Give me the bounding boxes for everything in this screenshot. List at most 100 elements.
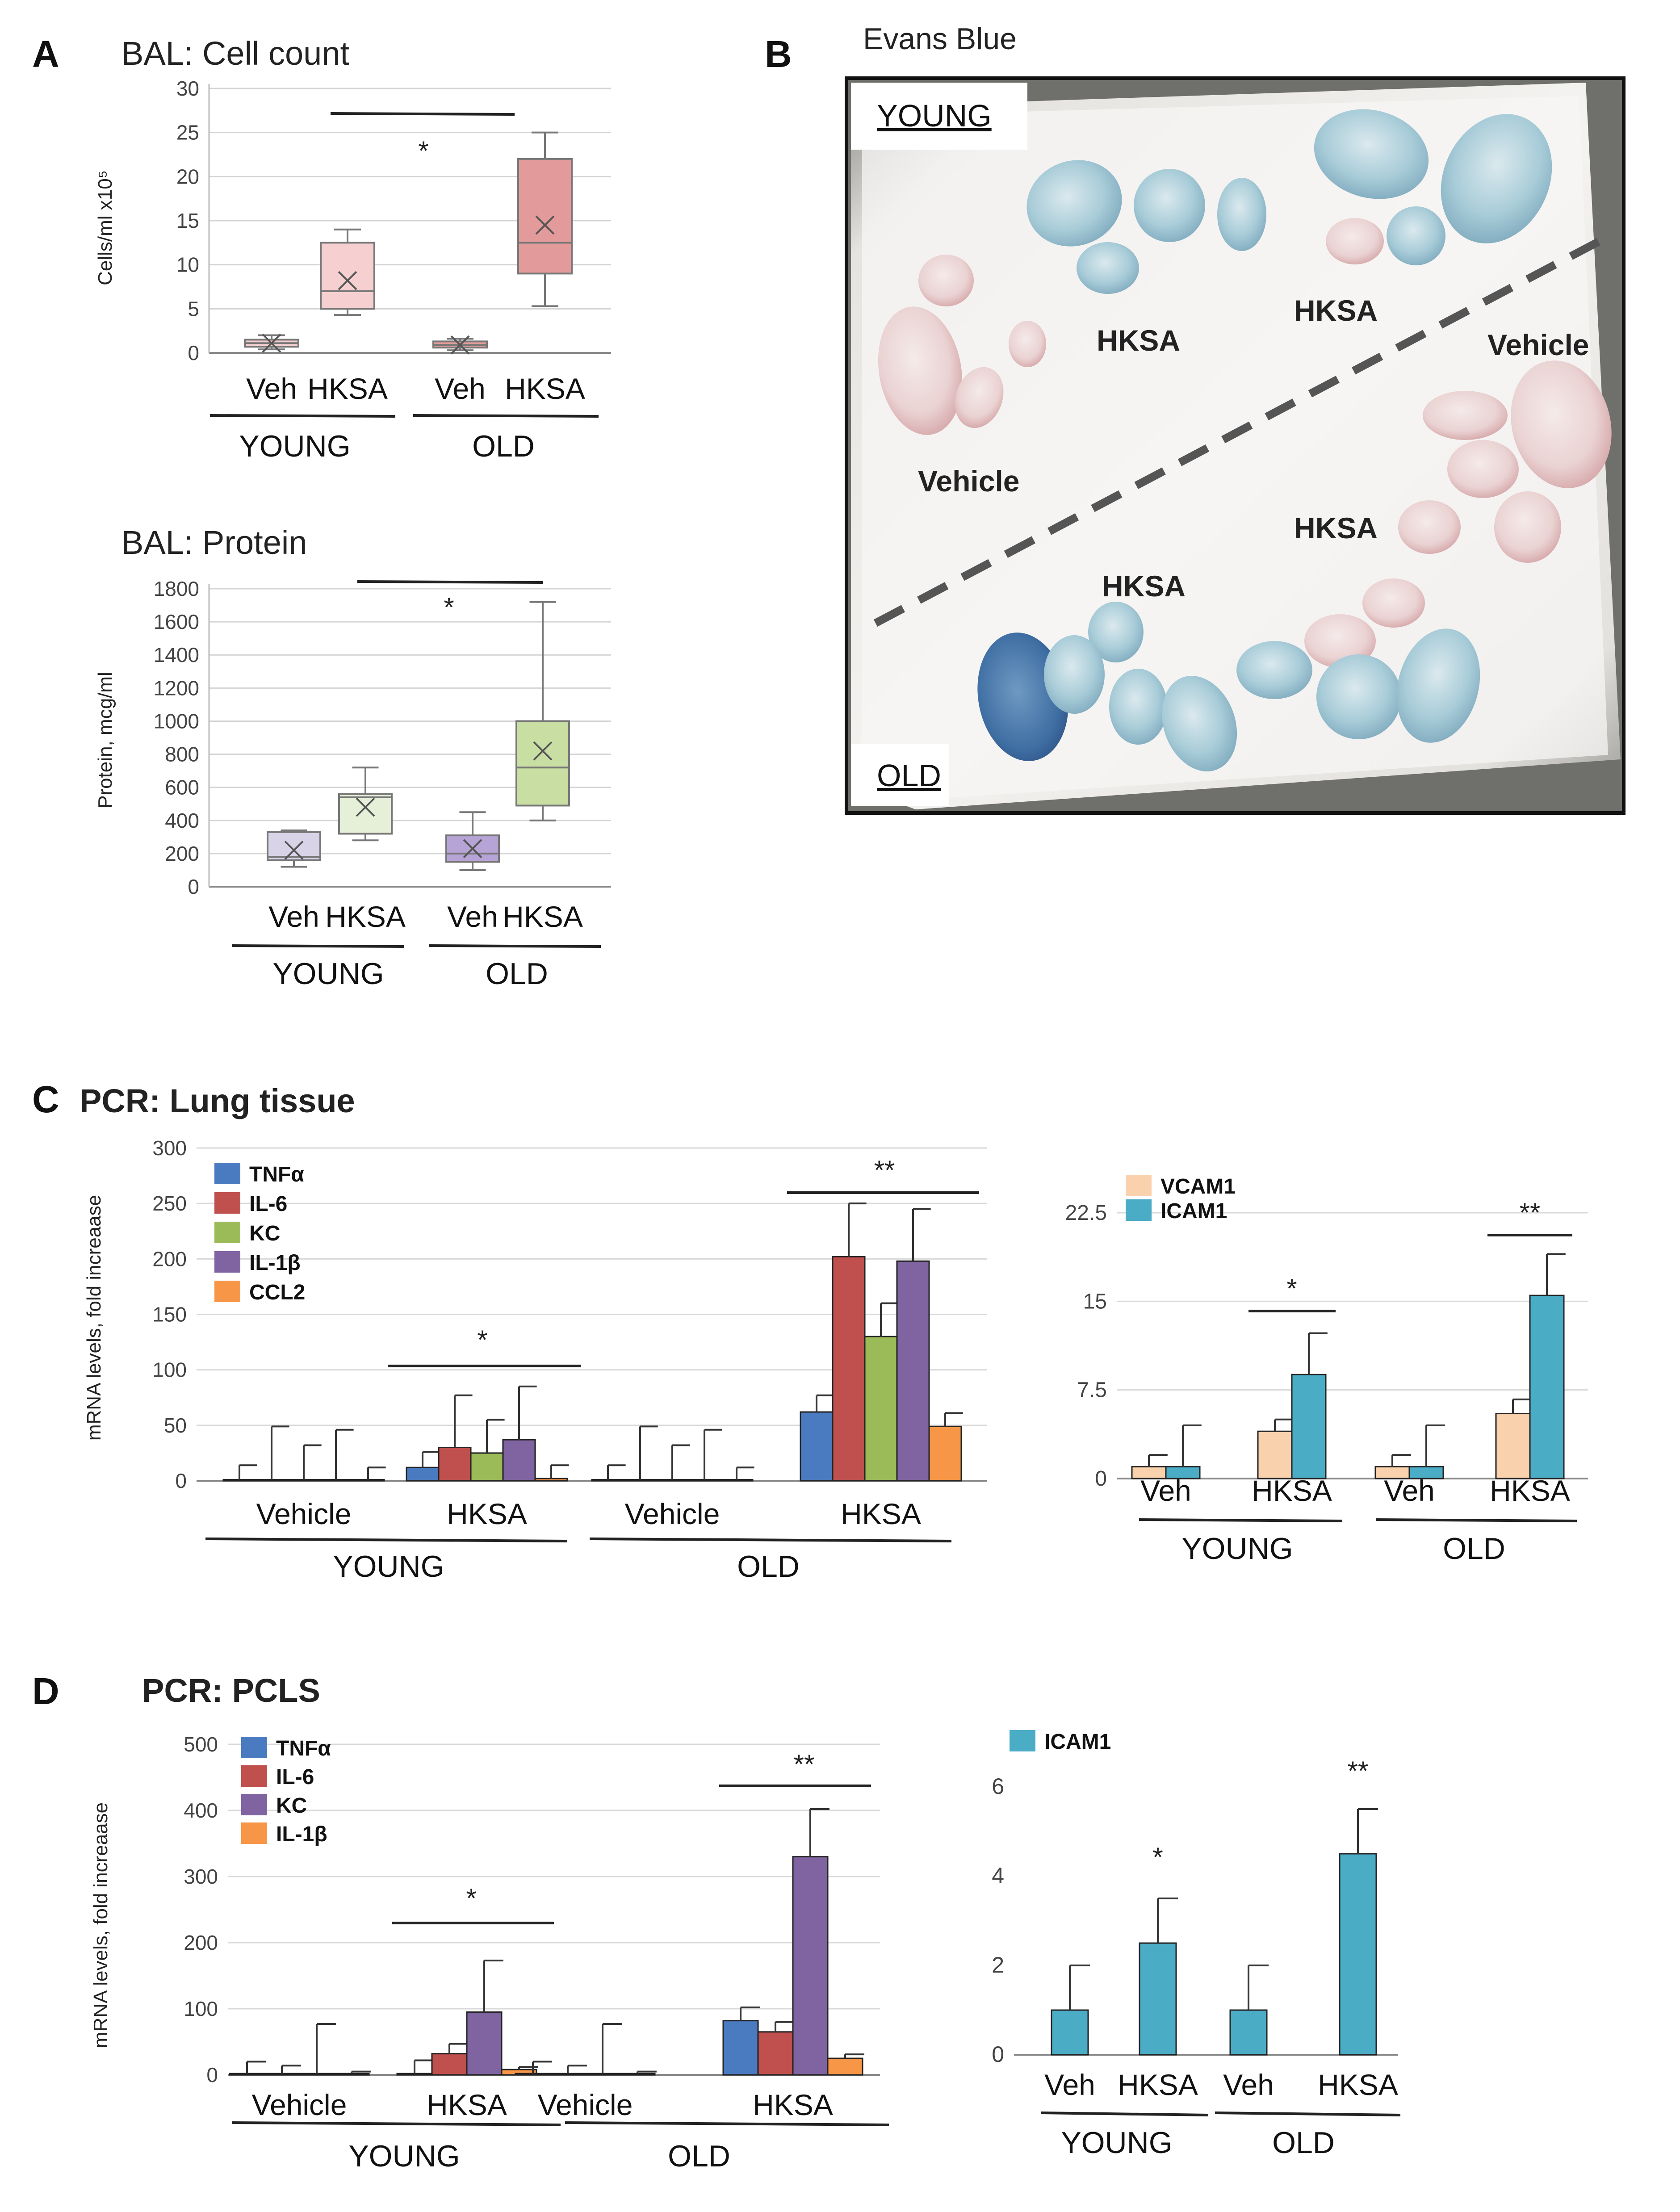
panel-letter-c: C (32, 1078, 59, 1120)
legend-swatch (241, 1737, 267, 1758)
pcr-lung-title: PCR: Lung tissue (80, 1082, 355, 1119)
bar (515, 2073, 551, 2076)
y-tick-label: 400 (184, 1799, 218, 1822)
bar (1495, 1413, 1531, 1479)
group-underline-young (209, 414, 396, 418)
y-tick-label: 7.5 (1077, 1378, 1107, 1402)
y-tick-label: 25 (176, 121, 199, 144)
bar (406, 1466, 440, 1482)
bar (470, 1452, 504, 1482)
pcls-icam-group-old: OLD (1272, 2126, 1335, 2160)
legend-swatch (214, 1192, 240, 1214)
bar (896, 1260, 930, 1482)
bar (264, 2073, 300, 2076)
bar (722, 2020, 759, 2076)
y-tick-label: 0 (188, 875, 199, 898)
x-category-label: Veh (1140, 1474, 1191, 1507)
x-category-label: HKSA (841, 1497, 921, 1530)
y-tick-label: 150 (152, 1303, 187, 1326)
pcr-lung-group-old: OLD (737, 1550, 800, 1584)
legend-swatch (1126, 1199, 1152, 1221)
y-tick-label: 4 (992, 1863, 1004, 1888)
y-tick-label: 5 (188, 297, 199, 320)
bar (1139, 1942, 1177, 2056)
x-category-label: Veh (268, 900, 319, 933)
box-iqr (515, 720, 570, 807)
y-tick-label: 0 (206, 2063, 218, 2086)
x-category-label: Veh (447, 900, 498, 933)
x-category-label: HKSA (503, 900, 583, 933)
lung-label-hksa-1: HKSA (1097, 324, 1180, 357)
legend-swatch (214, 1222, 240, 1243)
cell-count-title: BAL: Cell count (121, 35, 349, 72)
bar (619, 2073, 656, 2076)
x-category-label: HKSA (447, 1497, 527, 1530)
y-tick-label: 800 (165, 743, 199, 766)
legend-swatch (241, 1765, 267, 1787)
panel-letter-b: B (765, 33, 792, 75)
y-tick-label: 400 (165, 809, 199, 832)
legend-label: KC (249, 1222, 280, 1245)
panel-letter-a: A (32, 33, 59, 75)
x-category-label: Vehicle (538, 2088, 633, 2121)
y-tick-label: 2 (992, 1952, 1004, 1977)
y-tick-label: 0 (1095, 1467, 1107, 1491)
cell-count-sig-line (330, 112, 515, 116)
bar (298, 2073, 335, 2076)
group-underline-old (413, 414, 599, 418)
x-category-label: HKSA (325, 900, 406, 933)
bar (800, 1411, 834, 1482)
y-tick-label: 30 (176, 77, 199, 100)
protein-ylabel: Protein, mcg/ml (94, 672, 116, 809)
bar (1165, 1466, 1201, 1479)
pcr-lung-underline-young (205, 1538, 568, 1542)
legend-label: TNFα (276, 1737, 331, 1760)
pcr-lung-group-young: YOUNG (333, 1550, 444, 1584)
bar (287, 1479, 321, 1482)
protein-sig-star: * (444, 592, 454, 622)
x-category-label: HKSA (1252, 1474, 1332, 1507)
pcr-lung-ylabel: mRNA levels, fold increaase (83, 1195, 105, 1441)
bar (757, 2031, 794, 2076)
legend-swatch (214, 1163, 240, 1184)
box-mean-marker (450, 335, 470, 355)
y-tick-label: 500 (184, 1733, 218, 1756)
bar (1229, 2009, 1268, 2056)
group-label-old: OLD (472, 429, 535, 463)
legend-label: IL-6 (249, 1192, 287, 1216)
bar (655, 1479, 689, 1482)
y-tick-label: 0 (992, 2042, 1004, 2067)
bar (534, 1478, 568, 1482)
lung-label-hksa-2: HKSA (1294, 294, 1378, 327)
y-tick-label: 15 (1083, 1290, 1107, 1313)
x-category-label: Veh (435, 372, 486, 405)
legend-label: KC (276, 1794, 307, 1818)
bar (502, 1439, 536, 1482)
adhesion-group-young: YOUNG (1181, 1532, 1293, 1566)
pcls-icam-underline-old (1215, 2111, 1401, 2116)
legend-label: IL-6 (276, 1765, 314, 1789)
y-tick-label: 100 (184, 1997, 218, 2020)
box-mean-marker (463, 839, 482, 859)
lung-label-hksa-3: HKSA (1294, 511, 1378, 545)
x-category-label: HKSA (427, 2088, 507, 2121)
pcr-pcls-chart: 0 100 200 300 400 500 Vehicle HKSA Vehicle HKSA TN… (184, 1733, 880, 2121)
legend-label: CCL2 (249, 1281, 305, 1304)
legend-label: ICAM1 (1044, 1730, 1111, 1754)
x-category-label: Veh (246, 372, 297, 405)
pcr-lung-chart: 0 50 100 150 200 250 300 Vehicle HKSA Vehicle HKSA… (152, 1136, 987, 1530)
box-mean-marker (533, 741, 553, 761)
bar (438, 1447, 472, 1482)
group-label-young-protein: YOUNG (272, 957, 384, 991)
box-iqr (320, 242, 375, 310)
bar (623, 1479, 657, 1482)
bar (466, 2011, 503, 2076)
bar (832, 1256, 866, 1482)
protein-title: BAL: Protein (121, 524, 307, 561)
legend-swatch (241, 1822, 267, 1844)
bar (1339, 1853, 1377, 2056)
box-mean-marker (356, 797, 375, 817)
y-tick-label: 1800 (154, 577, 199, 600)
